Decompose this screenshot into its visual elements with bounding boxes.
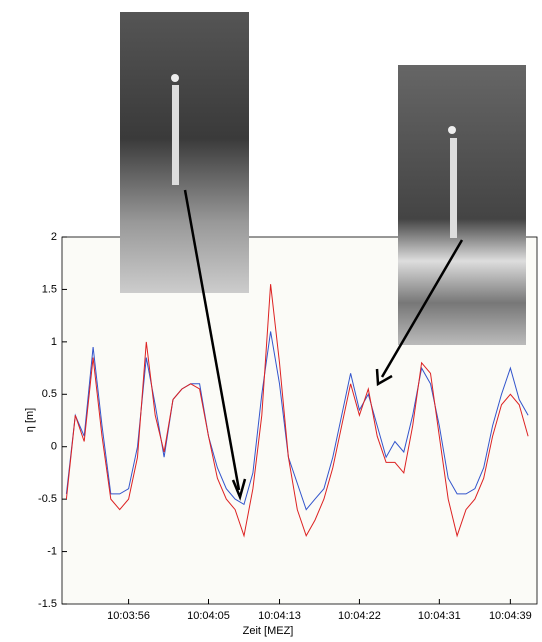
x-axis-label: Zeit [MEZ] <box>243 625 294 637</box>
x-tick-label: 10:03:56 <box>107 610 150 622</box>
x-tick-label: 10:04:22 <box>338 610 381 622</box>
y-tick-label: 0 <box>51 441 57 453</box>
y-tick-label: 2 <box>51 231 57 243</box>
photo <box>120 12 526 345</box>
x-tick-label: 10:04:31 <box>418 610 461 622</box>
y-tick-label: -0.5 <box>38 493 57 505</box>
y-tick-label: 0.5 <box>42 388 57 400</box>
series-line <box>65 284 529 538</box>
x-tick-label: 10:04:05 <box>187 610 230 622</box>
y-axis-label: η [m] <box>24 408 36 432</box>
x-tick-label: 10:04:13 <box>258 610 301 622</box>
series-line <box>65 331 529 511</box>
y-tick-label: 1 <box>51 336 57 348</box>
arrow <box>183 189 464 501</box>
y-tick-label: -1.5 <box>38 598 57 610</box>
x-tick-label: 10:04:39 <box>489 610 532 622</box>
y-tick-label: -1 <box>47 545 57 557</box>
y-tick-label: 1.5 <box>42 283 57 295</box>
